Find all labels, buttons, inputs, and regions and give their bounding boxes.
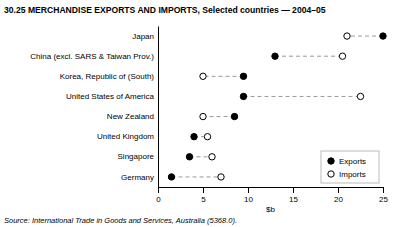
- connector: [347, 36, 383, 37]
- y-tick-label: United States of America: [66, 92, 155, 101]
- x-tick-label: 10: [244, 195, 253, 204]
- chart: 30.25 MERCHANDISE EXPORTS AND IMPORTS, S…: [0, 0, 397, 227]
- y-tick: Singapore: [118, 152, 158, 161]
- x-tick: 5: [201, 187, 206, 204]
- x-tick: 25: [379, 187, 388, 204]
- x-tick-label: 20: [334, 195, 343, 204]
- x-tick-mark: [158, 187, 159, 193]
- y-tick: United States of America: [66, 92, 158, 101]
- x-tick: 15: [289, 187, 298, 204]
- point: [218, 174, 224, 180]
- legend-label: Imports: [339, 170, 366, 179]
- legend-symbol: [328, 158, 334, 164]
- point: [231, 113, 237, 119]
- x-tick-label: 5: [201, 195, 206, 204]
- x-axis-line: [159, 188, 384, 194]
- point: [168, 174, 174, 180]
- point: [186, 154, 192, 160]
- x-tick: 20: [334, 187, 343, 204]
- y-tick-label: New Zealand: [107, 112, 154, 121]
- marks: [168, 33, 386, 180]
- y-tick-label: Germany: [121, 172, 154, 181]
- legend-label: Exports: [339, 157, 366, 166]
- connector: [203, 76, 244, 77]
- point: [200, 73, 206, 79]
- y-tick: New Zealand: [107, 112, 158, 121]
- x-axis-label: $b: [266, 205, 275, 214]
- legend-symbol: [328, 171, 334, 177]
- connector: [244, 96, 361, 97]
- y-axis: Japan China (excl. SARS & Taiwan Prov.) Ko…: [30, 27, 158, 188]
- y-axis-line: [158, 27, 159, 188]
- point: [240, 93, 246, 99]
- point: [191, 133, 197, 139]
- connector: [275, 56, 343, 57]
- x-tick-mark: [203, 187, 204, 193]
- point: [240, 73, 246, 79]
- point: [204, 133, 210, 139]
- y-tick-label: China (excl. SARS & Taiwan Prov.): [30, 52, 154, 61]
- x-tick-mark: [293, 187, 294, 193]
- legend: Exports Imports: [321, 151, 379, 183]
- y-tick-label: Singapore: [118, 152, 155, 161]
- point: [209, 154, 215, 160]
- legend-frame: [321, 151, 379, 183]
- x-tick-label: 25: [379, 195, 388, 204]
- source: Source: International Trade in Goods and…: [4, 216, 237, 225]
- y-tick-label: Japan: [132, 32, 154, 41]
- y-tick-label: Korea, Republic of (South): [60, 72, 155, 81]
- x-axis: 0 5 10 15 20 25: [156, 187, 388, 204]
- point: [357, 93, 363, 99]
- y-tick-label: United Kingdom: [97, 132, 154, 141]
- x-tick: 10: [244, 187, 253, 204]
- x-tick-mark: [248, 187, 249, 193]
- x-tick: 0: [156, 187, 161, 204]
- y-tick: Germany: [121, 172, 158, 181]
- y-tick: Japan: [132, 32, 158, 41]
- y-tick: United Kingdom: [97, 132, 158, 141]
- x-tick-mark: [338, 187, 339, 193]
- connector: [172, 176, 222, 177]
- y-tick: Korea, Republic of (South): [60, 72, 158, 81]
- x-tick-mark: [383, 187, 384, 193]
- point: [380, 33, 386, 39]
- x-tick-label: 15: [289, 195, 298, 204]
- x-tick-label: 0: [156, 195, 161, 204]
- connector: [203, 116, 235, 117]
- y-tick: China (excl. SARS & Taiwan Prov.): [30, 52, 158, 61]
- point: [344, 33, 350, 39]
- point: [272, 53, 278, 59]
- point: [339, 53, 345, 59]
- plot: 0 5 10 15 20 25 $b Japan China (excl. SARS & Tai…: [30, 27, 388, 215]
- title: 30.25 MERCHANDISE EXPORTS AND IMPORTS, S…: [4, 5, 326, 15]
- point: [200, 113, 206, 119]
